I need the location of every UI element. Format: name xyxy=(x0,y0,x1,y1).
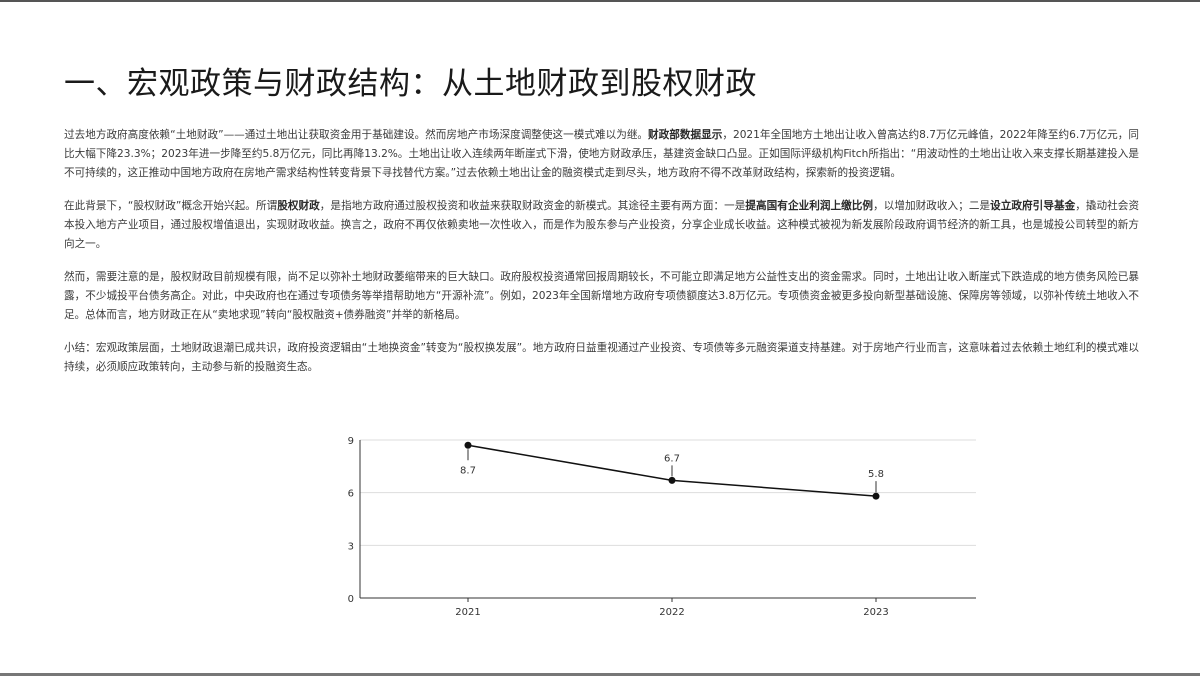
y-tick-label: 0 xyxy=(348,594,354,605)
y-tick-label: 9 xyxy=(348,436,354,447)
text-run: ，2021年全国地方土地出让收入曾高达约8.7万亿元峰值，2022年降至约6.7… xyxy=(64,129,1139,179)
paragraph-caveats: 然而，需要注意的是，股权财政目前规模有限，尚不足以弥补土地财政萎缩带来的巨大缺口… xyxy=(64,268,1139,325)
text-run: 然而，需要注意的是，股权财政目前规模有限，尚不足以弥补土地财政萎缩带来的巨大缺口… xyxy=(64,271,1139,321)
text-run: 在此背景下，“股权财政”概念开始兴起。所谓 xyxy=(64,200,278,212)
bold-text-run: 财政部数据显示 xyxy=(648,129,723,141)
text-run: 小结：宏观政策层面，土地财政退潮已成共识，政府投资逻辑由“土地换资金”转变为“股… xyxy=(64,342,1139,373)
y-tick-label: 6 xyxy=(348,489,354,500)
data-point xyxy=(668,476,676,484)
data-label: 6.7 xyxy=(664,453,680,464)
data-point xyxy=(872,492,880,500)
x-tick-label: 2023 xyxy=(863,607,888,618)
y-tick-label: 3 xyxy=(348,541,354,552)
bold-text-run: 提高国有企业利润上缴比例 xyxy=(745,200,874,212)
paragraph-land-finance: 过去地方政府高度依赖“土地财政”——通过土地出让获取资金用于基础建设。然而房地产… xyxy=(64,126,1139,183)
paragraph-equity-finance: 在此背景下，“股权财政”概念开始兴起。所谓股权财政，是指地方政府通过股权投资和收… xyxy=(64,197,1139,254)
body-text: 过去地方政府高度依赖“土地财政”——通过土地出让获取资金用于基础建设。然而房地产… xyxy=(64,126,1139,391)
page-title: 一、宏观政策与财政结构：从土地财政到股权财政 xyxy=(64,66,757,102)
text-run: ，撬动社会资本投入地方产业项目，通过股权增值退出，实现财政收益。换言之，政府不再… xyxy=(64,200,1140,250)
text-run: ，是指地方政府通过股权投资和收益来获取财政资金的新模式。其途径主要有两方面：一是 xyxy=(319,200,746,212)
x-tick-label: 2021 xyxy=(455,607,480,618)
land-revenue-chart: 0 3 6 9 2021 2022 2023 8.7 6.7 5.8 xyxy=(334,432,994,622)
bottom-border xyxy=(0,673,1200,676)
top-border xyxy=(0,0,1200,2)
text-run: 过去地方政府高度依赖“土地财政”——通过土地出让获取资金用于基础建设。然而房地产… xyxy=(64,129,649,141)
data-label: 5.8 xyxy=(868,469,884,480)
bold-text-run: 设立政府引导基金 xyxy=(990,200,1076,212)
text-run: ，以增加财政收入；二是 xyxy=(873,200,991,212)
paragraph-summary: 小结：宏观政策层面，土地财政退潮已成共识，政府投资逻辑由“土地换资金”转变为“股… xyxy=(64,339,1139,377)
data-point xyxy=(464,441,472,449)
chart-svg: 0 3 6 9 2021 2022 2023 8.7 6.7 5.8 xyxy=(348,436,976,618)
bold-text-run: 股权财政 xyxy=(277,200,320,212)
x-tick-label: 2022 xyxy=(659,607,684,618)
data-label: 8.7 xyxy=(460,465,476,476)
